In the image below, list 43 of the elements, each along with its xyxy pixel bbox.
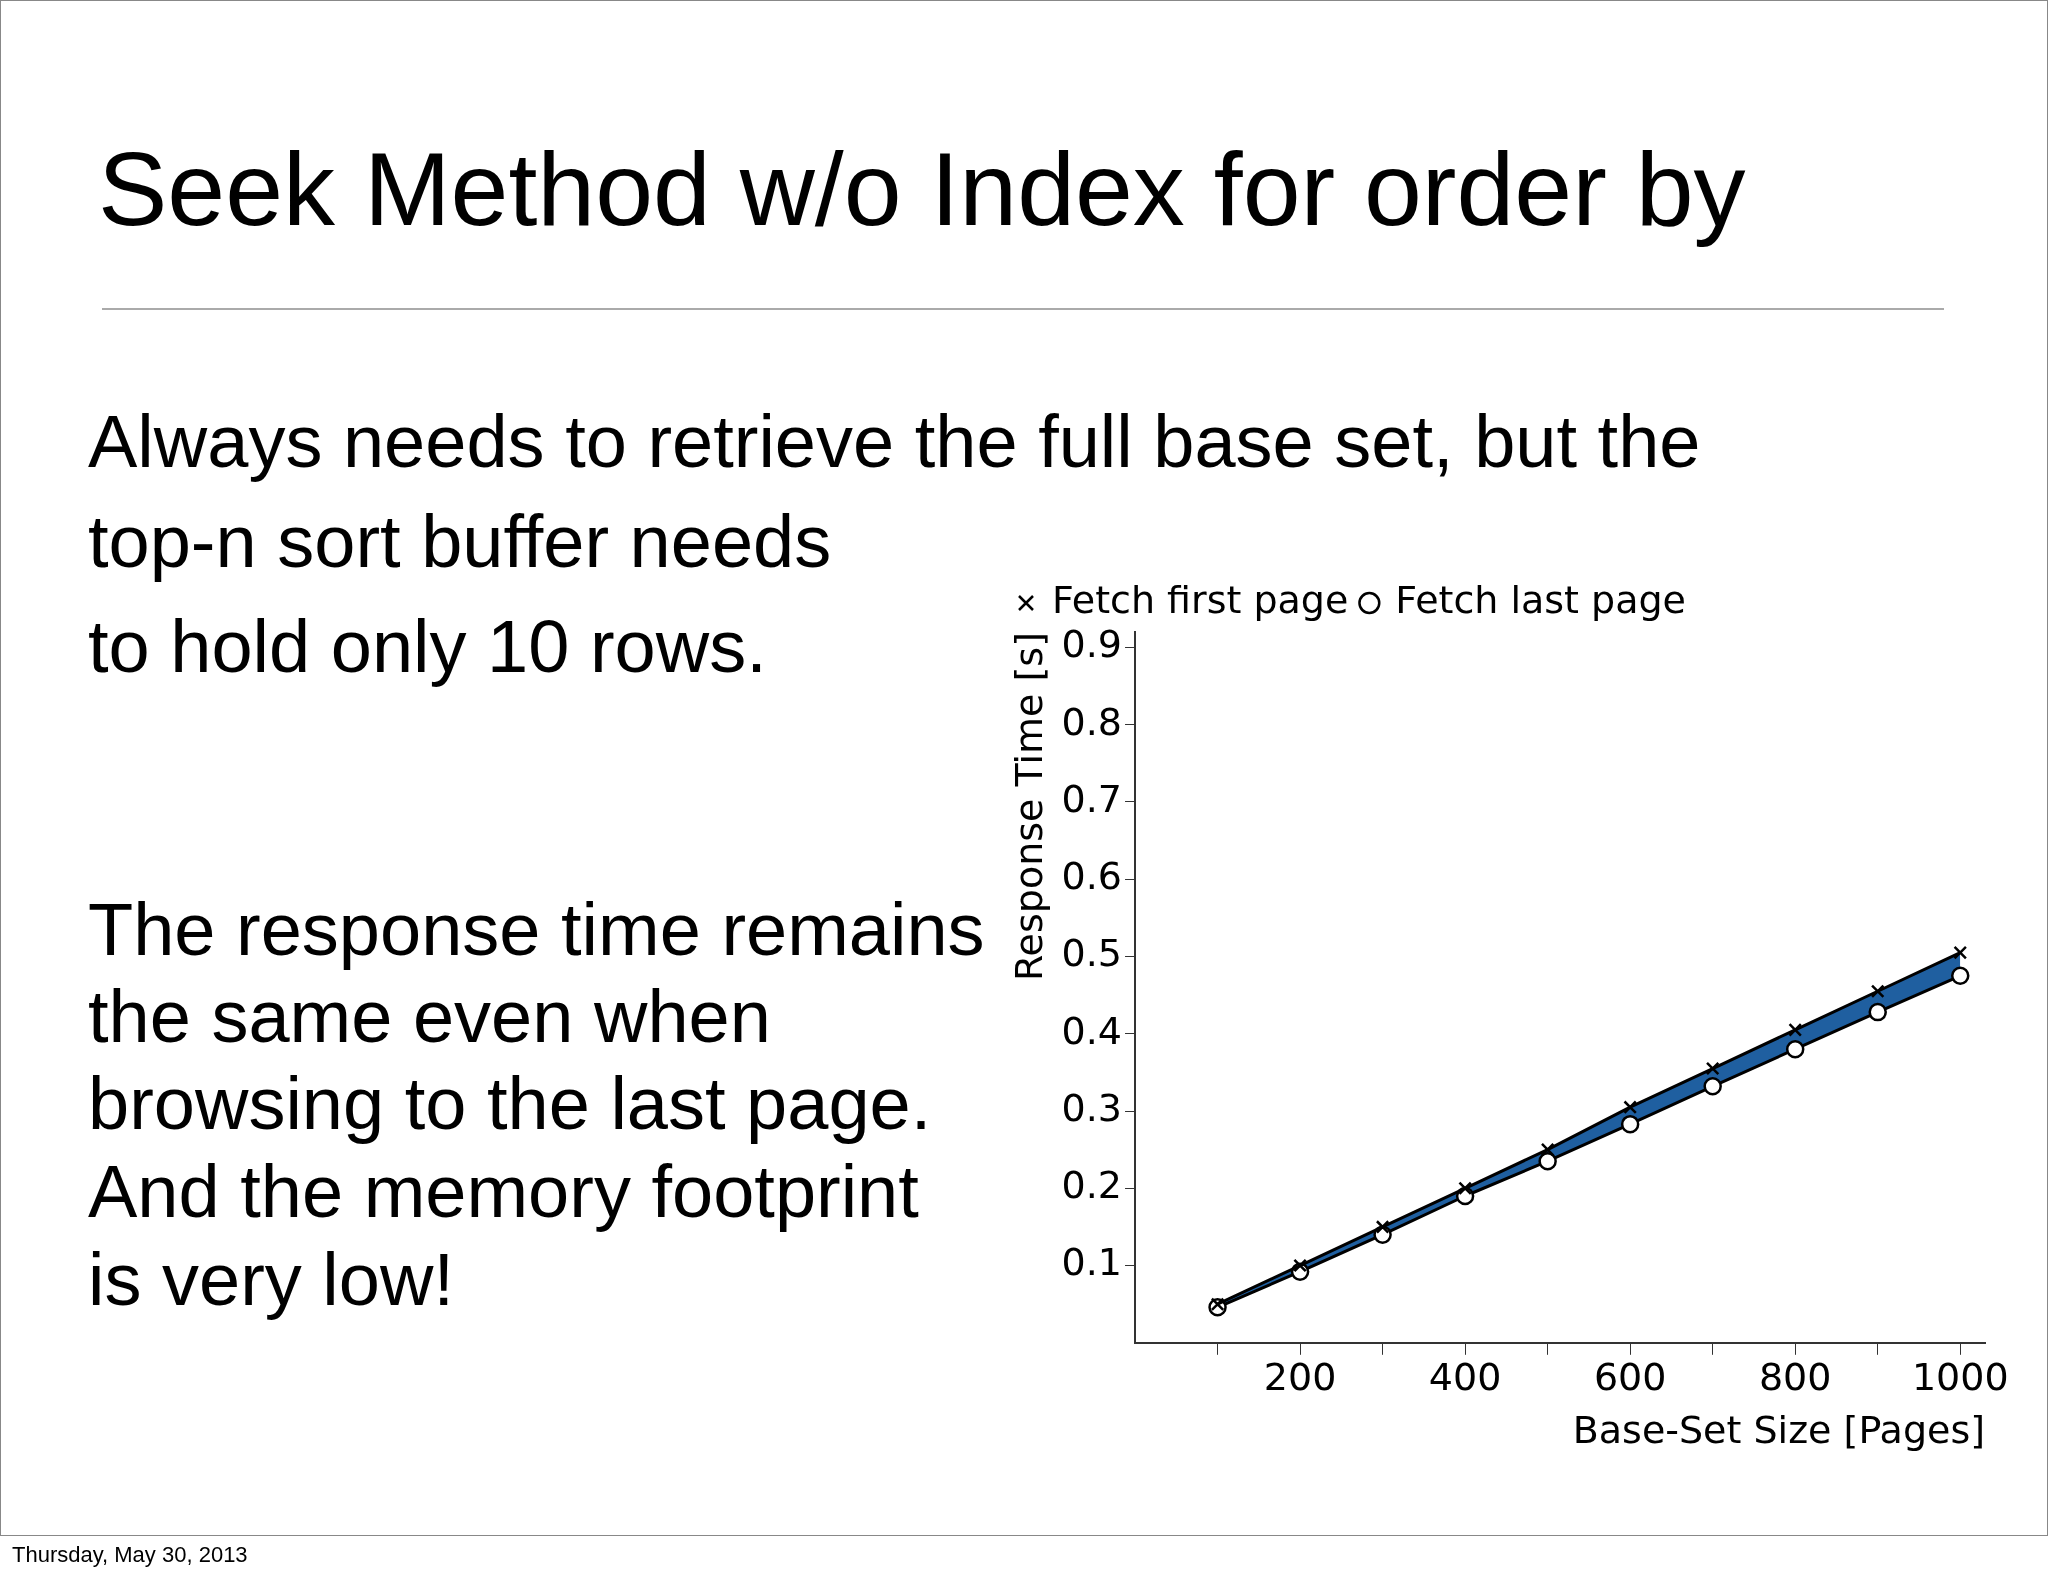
- text: to hold only 10 rows.: [88, 605, 767, 688]
- point: [1705, 1061, 1720, 1076]
- point: [1950, 966, 1970, 986]
- x-tick-label: 400: [1428, 1355, 1502, 1400]
- text: browsing to the last page.: [88, 1062, 932, 1145]
- text: Always needs to retrieve the full base set, but the: [88, 400, 1701, 483]
- x-tick-label: 800: [1758, 1355, 1832, 1400]
- text: is very low!: [88, 1238, 454, 1321]
- y-tick-label: 0.1: [1061, 1240, 1123, 1285]
- text: top-n sort buffer needs: [88, 500, 832, 583]
- y-tick-label: 0.4: [1061, 1008, 1123, 1053]
- text: Thursday, May 30, 2013: [12, 1542, 248, 1568]
- point: [1703, 1077, 1722, 1096]
- point: [1620, 1114, 1640, 1134]
- point: [1540, 1142, 1555, 1157]
- y-tick-label: 0.7: [1061, 776, 1123, 821]
- point: [1788, 1022, 1803, 1037]
- point: [1623, 1100, 1638, 1115]
- y-tick-label: 0.8: [1061, 699, 1123, 744]
- text: The response time remains: [88, 888, 985, 971]
- x-tick-label: 600: [1593, 1355, 1667, 1400]
- point: [1953, 945, 1968, 960]
- y-tick-label: 0.9: [1061, 622, 1123, 667]
- point: [1538, 1151, 1557, 1171]
- y-axis-title: Response Time [s]: [1006, 632, 1051, 982]
- point: [1868, 1002, 1887, 1022]
- y-tick-label: 0.3: [1061, 1085, 1123, 1130]
- point: [1375, 1220, 1390, 1234]
- chart-title: Seek Method w/o Index for order by: [98, 130, 1746, 249]
- text: the same even when: [88, 975, 771, 1058]
- x-tick-label: 200: [1263, 1355, 1337, 1400]
- point: [1785, 1039, 1805, 1059]
- x-tick-label: 1000: [1911, 1355, 2009, 1400]
- legend-label: Fetch first page: [1052, 577, 1349, 622]
- text: And the memory footprint: [88, 1150, 919, 1233]
- point: [1458, 1181, 1473, 1196]
- point: [1210, 1297, 1225, 1312]
- y-tick-label: 0.2: [1061, 1163, 1123, 1208]
- point: [1870, 984, 1885, 999]
- y-tick-label: 0.5: [1061, 931, 1123, 976]
- legend-label: Fetch last page: [1395, 577, 1686, 622]
- y-tick-label: 0.6: [1061, 854, 1123, 899]
- x-axis-title: Base-Set Size [Pages]: [1572, 1408, 1985, 1453]
